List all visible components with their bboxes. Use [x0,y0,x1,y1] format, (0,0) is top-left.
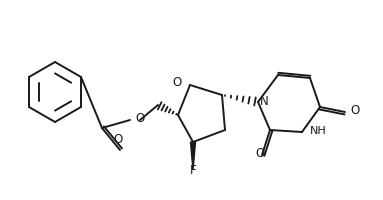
Text: O: O [173,76,182,89]
Text: O: O [135,112,144,125]
Text: O: O [350,104,359,117]
Text: O: O [113,132,123,145]
Text: N: N [260,95,269,108]
Text: F: F [190,163,196,176]
Polygon shape [190,142,195,170]
Text: NH: NH [310,125,327,135]
Text: O: O [255,146,265,159]
